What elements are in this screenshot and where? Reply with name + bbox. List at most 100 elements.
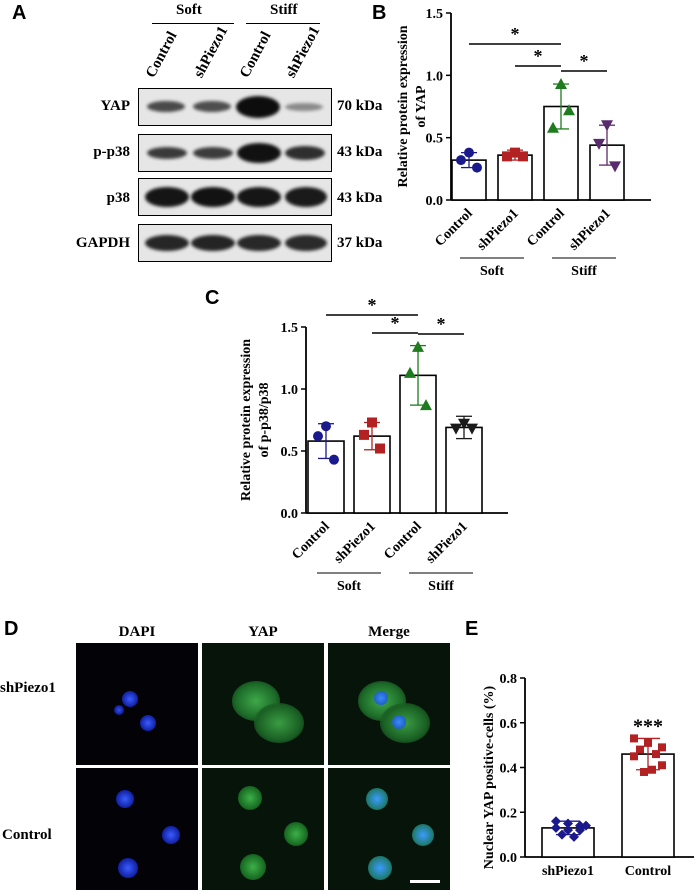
blot-band [147, 147, 187, 159]
y-tick-label: 0.4 [500, 762, 518, 777]
data-point [466, 423, 478, 435]
y-tick-label: 0.8 [500, 672, 518, 687]
data-point [547, 121, 559, 133]
y-tick-label: 1.5 [426, 7, 444, 22]
blot-group-soft: Soft [176, 2, 202, 18]
blot-row-label-gapdh: GAPDH [75, 235, 130, 251]
data-point [658, 761, 666, 770]
nucleus [368, 856, 392, 880]
data-point [563, 818, 573, 829]
data-point [652, 750, 660, 759]
micro-col-merge: Merge [368, 624, 410, 640]
data-point [557, 829, 567, 840]
data-point [464, 147, 474, 158]
cell-body [240, 854, 266, 880]
micro-image-merge-control [328, 768, 450, 890]
y-tick-label: 0.5 [426, 132, 444, 147]
y-tick-label: 0.2 [500, 806, 518, 821]
y-tick-label: 1.5 [281, 321, 299, 336]
blot-band [237, 143, 281, 163]
data-point [593, 138, 605, 150]
data-point [563, 825, 573, 836]
y-tick-label: 0.5 [281, 445, 299, 460]
data-point [581, 820, 591, 831]
blot-band [193, 101, 231, 112]
nucleus [114, 705, 124, 715]
micro-image-yap-shpiezo1 [202, 643, 324, 765]
blot-band [191, 187, 235, 207]
data-point [359, 429, 369, 440]
nucleus [116, 790, 134, 808]
blot-strip-gapdh [138, 224, 332, 262]
x-tick-label: shPiezo1 [423, 519, 470, 566]
data-point [404, 366, 416, 378]
data-point [648, 765, 656, 774]
significance-label: * [368, 295, 377, 315]
group-label: Soft [480, 264, 504, 279]
data-point [420, 399, 432, 411]
data-point [609, 161, 621, 173]
chart-c: 0.0 0.5 1.0 1.5 Relative protein expression o… [239, 295, 508, 590]
blot-kda-pp38: 43 kDa [337, 144, 383, 160]
blot-band [236, 96, 280, 118]
y-tick-label: 0.6 [500, 717, 518, 732]
blot-lane-label: Control [142, 29, 181, 81]
significance-label: * [511, 24, 520, 44]
micro-col-dapi: DAPI [118, 624, 156, 640]
micro-row-shpiezo1: shPiezo1 [0, 680, 56, 696]
bar [497, 154, 533, 201]
x-tick-label: shPiezo1 [331, 519, 378, 566]
data-point [329, 454, 339, 465]
blot-strip-yap [138, 88, 332, 126]
nucleus [412, 824, 434, 846]
data-point [555, 78, 567, 90]
blot-band [191, 235, 235, 251]
micro-col-yap: YAP [248, 624, 278, 640]
cell-body [254, 703, 304, 743]
blot-strip-pp38 [138, 134, 332, 172]
blot-kda-yap: 70 kDa [337, 98, 383, 114]
micro-image-merge-shpiezo1 [328, 643, 450, 765]
blot-row-label-p38: p38 [106, 190, 130, 206]
micro-image-dapi-control [76, 768, 198, 890]
panel-label-b: B [372, 2, 387, 24]
micro-image-yap-control [202, 768, 324, 890]
data-point [551, 822, 561, 833]
y-tick-label: 0.0 [500, 851, 518, 866]
group-label: Stiff [428, 579, 454, 590]
data-point [640, 767, 648, 776]
data-point [456, 155, 466, 166]
nucleus [366, 788, 388, 810]
blot-band [145, 235, 189, 251]
x-tick-label: Control [432, 206, 476, 250]
data-point [412, 340, 424, 352]
x-tick-label: Control [625, 864, 672, 879]
x-tick-label: Control [381, 519, 425, 563]
significance-label: * [437, 314, 446, 334]
data-point [472, 162, 482, 173]
blot-lane-label: shPiezo1 [282, 23, 324, 81]
panel-label-a: A [12, 2, 27, 24]
x-tick-label: shPiezo1 [474, 206, 521, 253]
blot-row-label-yap: YAP [100, 98, 130, 114]
y-axis-label: Nuclear YAP positive-cells (%) [482, 685, 497, 869]
nucleus [118, 858, 138, 878]
bar [445, 426, 483, 514]
y-tick-label: 0.0 [426, 194, 444, 209]
data-point [502, 151, 512, 162]
data-point [563, 104, 575, 116]
y-tick-label: 1.0 [281, 383, 299, 398]
y-axis-label: Relative protein expression [239, 339, 254, 501]
blot-band [145, 187, 189, 207]
data-point [636, 745, 644, 754]
significance-label: * [580, 51, 589, 71]
data-point [575, 825, 585, 836]
blot-band [285, 146, 325, 160]
micro-row-control: Control [2, 827, 52, 843]
blot-band [147, 101, 185, 112]
nucleus [162, 826, 180, 844]
blot-kda-p38: 43 kDa [337, 190, 383, 206]
data-point [375, 443, 385, 454]
panel-label-e: E [465, 618, 479, 640]
data-point [630, 752, 638, 761]
